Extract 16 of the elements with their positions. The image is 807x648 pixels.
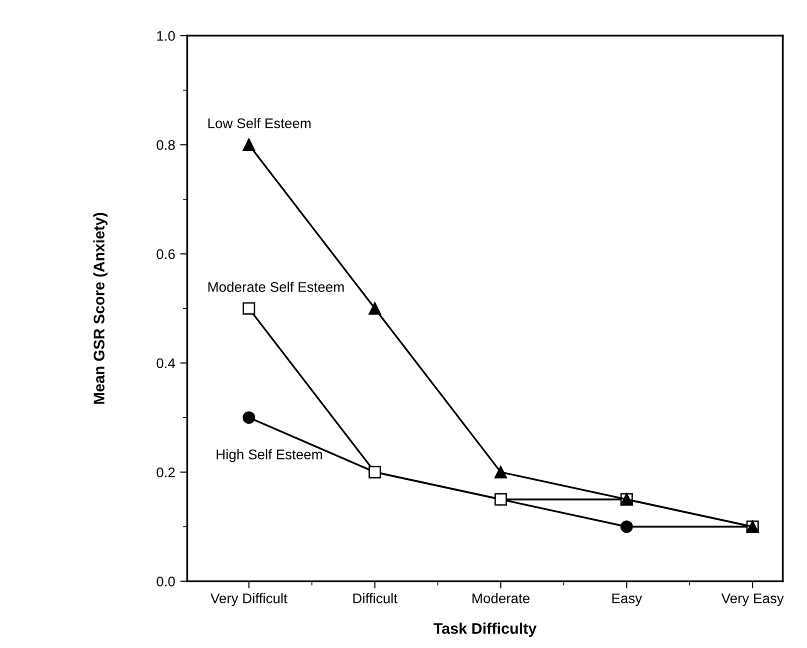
y-tick-label: 1.0 [157,30,175,41]
x-tick-label: Very Difficult [210,593,288,606]
y-tick-label: 0.4 [156,358,176,368]
series-label: Low Self Esteem [208,118,311,128]
y-tick-label: 0.8 [156,140,175,150]
series-label: Moderate Self Esteem [208,282,344,292]
y-axis-title: Mean GSR Score (Anxiety) [93,212,108,404]
x-tick-label: Difficult [353,593,398,604]
x-tick-label: Very Easy [721,594,784,606]
x-axis-title: Task Difficulty [434,622,537,637]
x-tick-label: Easy [612,594,642,606]
y-tick-label: 0.0 [156,576,175,586]
series-label: High Self Esteem [216,449,322,462]
x-tick-label: Moderate [472,593,530,604]
y-tick-label: 0.6 [156,249,175,260]
y-tick-label: 0.2 [156,467,175,478]
